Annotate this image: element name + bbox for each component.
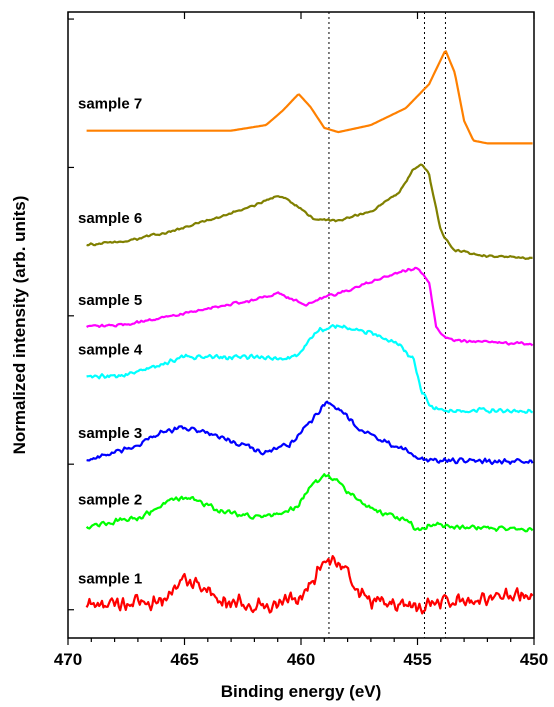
trace-sample-6 xyxy=(86,163,533,260)
trace-sample-1 xyxy=(85,555,534,615)
label-sample-5: sample 5 xyxy=(78,292,142,309)
reference-lines xyxy=(328,12,446,638)
x-tick-label: 455 xyxy=(403,650,431,669)
label-sample-6: sample 6 xyxy=(78,210,142,227)
series-labels: sample 1 sample 2 sample 3 sample 4 sample 5… xyxy=(78,96,143,588)
spectra-traces xyxy=(85,50,534,615)
trace-sample-5 xyxy=(86,266,534,347)
y-axis-title: Normalized intensity (arb. units) xyxy=(10,196,29,455)
trace-sample-2 xyxy=(85,473,534,533)
trace-sample-4 xyxy=(86,324,534,414)
label-sample-7: sample 7 xyxy=(78,96,142,113)
x-tick-label: 450 xyxy=(520,650,548,669)
label-sample-4: sample 4 xyxy=(78,342,143,359)
trace-sample-3 xyxy=(86,400,534,466)
label-sample-3: sample 3 xyxy=(78,425,142,442)
x-tick-label: 470 xyxy=(54,650,82,669)
axis-ticks: 470 465 460 455 450 xyxy=(54,12,548,669)
trace-sample-7 xyxy=(86,50,533,145)
label-sample-1: sample 1 xyxy=(78,570,142,587)
x-tick-label: 460 xyxy=(287,650,315,669)
x-tick-label: 465 xyxy=(170,650,198,669)
x-axis-title: Binding energy (eV) xyxy=(221,682,382,701)
label-sample-2: sample 2 xyxy=(78,491,142,508)
